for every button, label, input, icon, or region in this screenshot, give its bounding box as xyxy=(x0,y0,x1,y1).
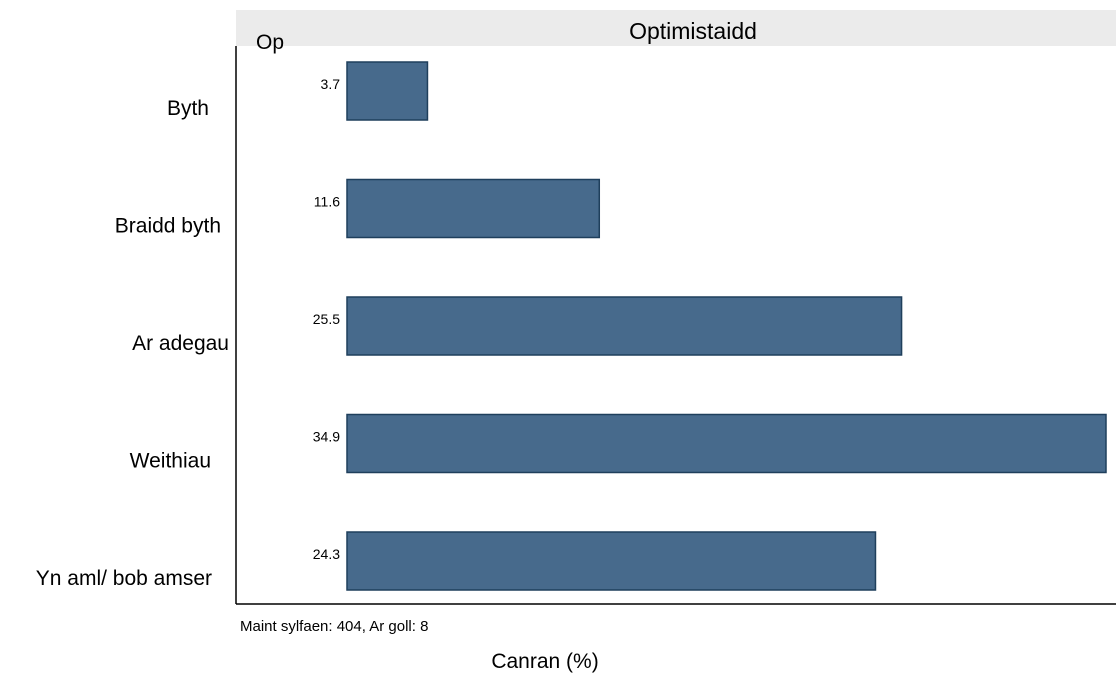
chart-title: Optimistaidd xyxy=(629,18,757,44)
value-label-3: 34.9 xyxy=(313,429,340,445)
x-axis-label: Canran (%) xyxy=(491,650,598,673)
bars-group xyxy=(346,61,1107,591)
panel-header xyxy=(236,10,1116,46)
sample-size-note: Maint sylfaen: 404, Ar goll: 8 xyxy=(240,618,428,635)
value-label-0: 3.7 xyxy=(321,76,341,92)
panel-corner-label: Op xyxy=(256,31,284,54)
value-labels: 3.7 11.6 25.5 34.9 24.3 xyxy=(313,76,340,562)
value-label-2: 25.5 xyxy=(313,311,340,327)
category-label-2: Ar adegau xyxy=(132,332,229,355)
value-label-4: 24.3 xyxy=(313,546,340,562)
category-label-0: Byth xyxy=(167,97,209,120)
category-labels: Byth Braidd byth Ar adegau Weithiau Yn aml/ … xyxy=(36,97,229,590)
bar-0 xyxy=(346,61,429,121)
value-label-1: 11.6 xyxy=(314,194,340,210)
bar-1 xyxy=(346,178,601,239)
bar-3 xyxy=(346,413,1107,474)
category-label-3: Weithiau xyxy=(130,450,211,473)
category-label-4: Yn aml/ bob amser xyxy=(36,567,212,590)
category-label-1: Braidd byth xyxy=(115,215,221,238)
bar-4 xyxy=(346,531,877,591)
bar-2 xyxy=(346,296,903,356)
